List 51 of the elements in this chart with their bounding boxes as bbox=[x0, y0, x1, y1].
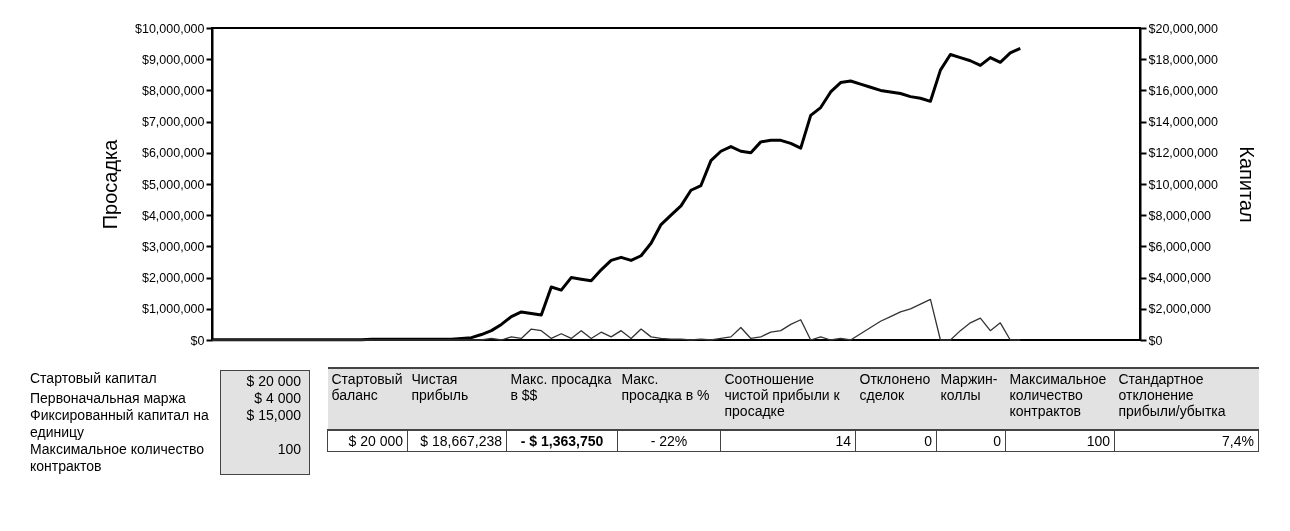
text: Стандартное отклонение прибыли/убытка bbox=[1114, 368, 1259, 430]
text: Макс. просадка в % bbox=[617, 368, 721, 430]
text: Чистая прибыль bbox=[407, 368, 507, 430]
text: Максимальное количество контрактов bbox=[30, 441, 206, 475]
y-tick-label: $0 bbox=[190, 333, 205, 348]
text: 0 bbox=[936, 430, 1006, 452]
text: 0 bbox=[855, 430, 937, 452]
text: - 22% bbox=[617, 430, 721, 452]
text: 14 bbox=[720, 430, 856, 452]
text: Фиксированный капитал на единицу bbox=[30, 407, 210, 441]
y-tick-label: $9,000,000 bbox=[141, 52, 205, 67]
y2-tick-label: $14,000,000 bbox=[1148, 115, 1219, 130]
text: Маржин-коллы bbox=[936, 368, 1006, 430]
y2-tick-label: $16,000,000 bbox=[1148, 83, 1219, 98]
y2-tick-label: $12,000,000 bbox=[1148, 146, 1219, 161]
text: Первоначальная маржа bbox=[30, 390, 187, 407]
y-tick-label: $1,000,000 bbox=[141, 302, 205, 317]
y-tick-label: $2,000,000 bbox=[141, 271, 205, 286]
text: Соотношение чистой прибыли к просадке bbox=[720, 368, 856, 430]
y2-tick-label: $10,000,000 bbox=[1148, 177, 1219, 192]
line-series bbox=[211, 298, 1021, 341]
y2-tick-label: $6,000,000 bbox=[1148, 239, 1212, 254]
y2-tick-label: $0 bbox=[1148, 333, 1163, 348]
text: $ 15,000 bbox=[220, 407, 310, 441]
y2-tick-label: $18,000,000 bbox=[1148, 52, 1219, 67]
text: Отклонено сделок bbox=[855, 368, 937, 430]
y2-tick-label: $4,000,000 bbox=[1148, 271, 1212, 286]
y-tick-label: $8,000,000 bbox=[141, 83, 205, 98]
text: 7,4% bbox=[1114, 430, 1259, 452]
text: $ 18,667,238 bbox=[407, 430, 507, 452]
y-tick-label: $5,000,000 bbox=[141, 177, 205, 192]
y-tick-label: $10,000,000 bbox=[134, 21, 205, 36]
y-tick-label: $6,000,000 bbox=[141, 146, 205, 161]
text: 100 bbox=[1005, 430, 1115, 452]
text: - $ 1,363,750 bbox=[506, 430, 618, 452]
text: 100 bbox=[220, 441, 310, 475]
y2-tick-label: $8,000,000 bbox=[1148, 208, 1212, 223]
y-tick-label: $3,000,000 bbox=[141, 239, 205, 254]
y-tick-label: $4,000,000 bbox=[141, 208, 205, 223]
text: $ 4 000 bbox=[220, 390, 310, 407]
y2-tick-label: $20,000,000 bbox=[1148, 21, 1219, 36]
text: Макс. просадка в $$ bbox=[506, 368, 618, 430]
text: Стартовый баланс bbox=[327, 368, 408, 430]
text: Максимальное количество контрактов bbox=[1005, 368, 1115, 430]
y2-tick-label: $2,000,000 bbox=[1148, 302, 1212, 317]
y2-axis-title: Капитал bbox=[1236, 146, 1259, 223]
text: Стартовый капитал bbox=[30, 370, 158, 388]
text: $ 20 000 bbox=[220, 370, 310, 390]
text: $ 20 000 bbox=[327, 430, 408, 452]
y-tick-label: $7,000,000 bbox=[141, 115, 205, 130]
y-axis-title: Просадка bbox=[98, 138, 121, 230]
